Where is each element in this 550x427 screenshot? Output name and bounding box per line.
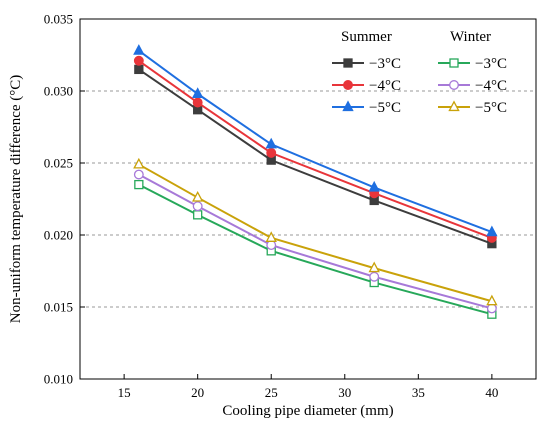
axis-ticks: 0.010 0.015 0.020 0.025 0.030 0.035 15 20 25 30 35… xyxy=(44,12,499,401)
legend: Summer Winter −3°C −4°C −5°C −3°C −4°C −5°C xyxy=(332,29,507,116)
data-point-marker xyxy=(448,100,460,112)
data-point-marker xyxy=(266,240,277,251)
data-point-marker xyxy=(449,80,459,90)
data-point-marker xyxy=(191,87,204,98)
data-point-marker xyxy=(343,58,353,68)
series-winter-3c xyxy=(134,179,497,319)
x-tick-label: 40 xyxy=(485,385,498,400)
data-point-marker xyxy=(191,190,204,202)
legend-label: −4°C xyxy=(369,78,401,94)
x-axis-label: Cooling pipe diameter (mm) xyxy=(222,403,393,419)
data-point-marker xyxy=(368,180,380,192)
legend-group-winter: Winter xyxy=(450,29,491,45)
series-winter-4c xyxy=(133,169,497,314)
legend-label: −4°C xyxy=(475,78,507,94)
legend-entry: −4°C xyxy=(438,78,507,94)
legend-entry: −3°C xyxy=(438,56,507,72)
legend-label: −5°C xyxy=(475,100,507,116)
data-point-marker xyxy=(486,294,498,306)
data-point-marker xyxy=(133,169,144,180)
y-tick-label: 0.025 xyxy=(44,156,73,171)
legend-group-summer: Summer xyxy=(341,29,392,45)
data-point-marker xyxy=(133,157,145,169)
series-summer-3c xyxy=(134,64,497,249)
legend-label: −3°C xyxy=(475,56,507,72)
y-tick-label: 0.010 xyxy=(44,372,73,387)
data-point-marker xyxy=(265,137,277,149)
x-tick-label: 35 xyxy=(412,385,425,400)
y-tick-label: 0.020 xyxy=(44,228,73,243)
series-line xyxy=(138,163,493,303)
plot-frame xyxy=(79,18,537,380)
data-point-marker xyxy=(133,55,144,66)
series-line xyxy=(138,49,493,234)
x-tick-label: 30 xyxy=(338,385,351,400)
data-point-marker xyxy=(193,210,203,220)
data-point-marker xyxy=(265,231,277,242)
data-point-marker xyxy=(342,100,354,112)
data-point-marker xyxy=(134,64,144,75)
data-point-marker xyxy=(133,44,145,55)
data-point-marker xyxy=(134,179,144,190)
x-tick-label: 15 xyxy=(118,385,131,400)
data-point-marker xyxy=(486,303,497,314)
data-point-marker xyxy=(369,271,380,282)
data-point-marker xyxy=(266,147,277,158)
data-point-marker xyxy=(486,225,498,237)
x-tick-label: 25 xyxy=(265,385,278,400)
legend-entry: −5°C xyxy=(332,100,401,116)
series-winter-5c xyxy=(133,157,498,306)
data-point-marker xyxy=(192,97,203,108)
legend-entry: −4°C xyxy=(332,78,401,94)
x-tick-label: 20 xyxy=(191,385,204,400)
grid-lines xyxy=(80,90,536,308)
data-point-marker xyxy=(368,261,380,273)
data-point-marker xyxy=(343,80,353,90)
series-layer xyxy=(133,44,498,319)
data-point-marker xyxy=(192,201,203,212)
legend-label: −3°C xyxy=(369,56,401,72)
legend-label: −5°C xyxy=(369,100,401,116)
series-summer-5c xyxy=(133,44,498,237)
y-tick-label: 0.015 xyxy=(44,300,73,315)
data-point-marker xyxy=(449,58,459,68)
legend-entry: −5°C xyxy=(438,100,507,116)
y-tick-label: 0.035 xyxy=(44,12,73,27)
y-axis-label: Non-uniform temperature difference (°C) xyxy=(8,75,24,324)
legend-entry: −3°C xyxy=(332,56,401,72)
y-tick-label: 0.030 xyxy=(44,84,73,99)
